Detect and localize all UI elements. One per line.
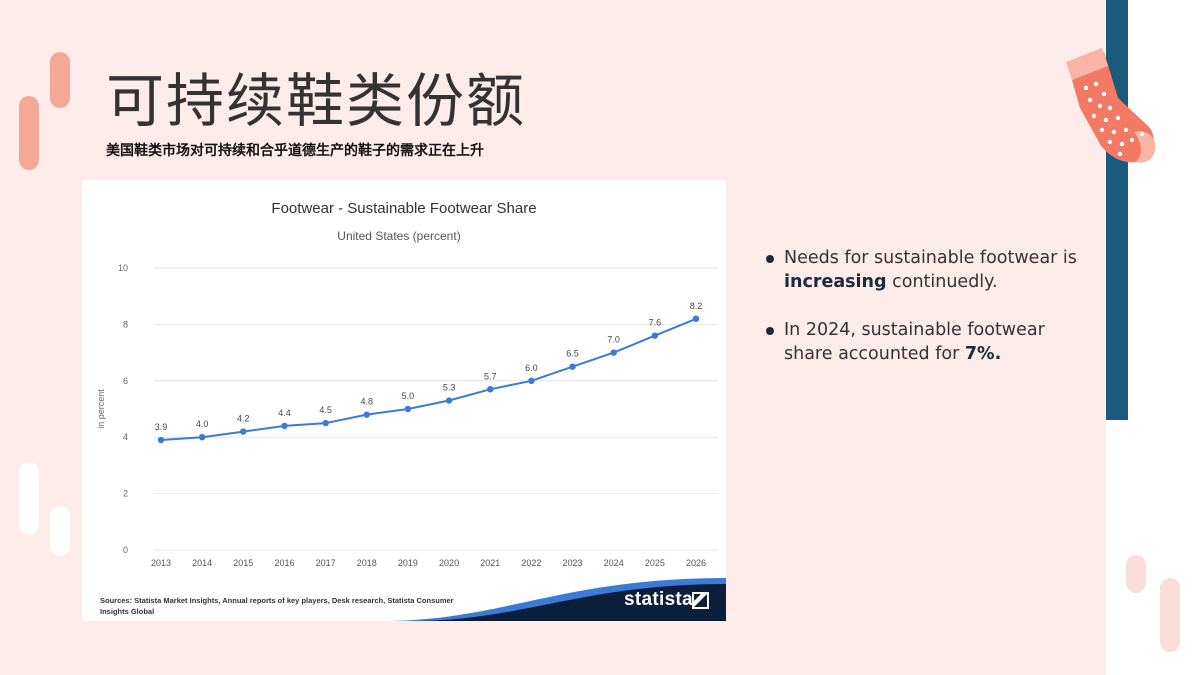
data-point <box>487 386 494 393</box>
bullet-dot <box>766 255 774 263</box>
x-tick-label: 2017 <box>316 558 336 568</box>
chart-subtitle: United States (percent) <box>337 229 461 243</box>
x-tick-label: 2023 <box>563 558 583 568</box>
bullet-text: In 2024, sustainable footwear share acco… <box>784 320 1045 364</box>
data-point <box>445 397 453 404</box>
data-label: 7.6 <box>649 318 662 328</box>
y-axis-label: in percent <box>96 389 106 429</box>
bullet-list: Needs for sustainable footwear is increa… <box>762 246 1092 390</box>
decor-pill <box>50 52 70 108</box>
y-tick-label: 6 <box>123 376 128 386</box>
y-tick-label: 8 <box>123 319 128 329</box>
x-tick-label: 2025 <box>645 558 665 568</box>
bullet-bold: increasing <box>784 272 887 292</box>
data-label: 4.8 <box>361 397 374 407</box>
data-label: 5.3 <box>443 383 456 393</box>
bullet-text: continuedly. <box>886 272 998 292</box>
data-label: 6.0 <box>525 363 538 373</box>
x-tick-label: 2022 <box>521 558 541 568</box>
y-tick-label: 2 <box>123 489 128 499</box>
statista-footer-band <box>412 584 726 621</box>
x-tick-label: 2024 <box>604 558 624 568</box>
chart-gridlines <box>154 267 718 551</box>
y-tick-label: 10 <box>118 263 128 273</box>
x-tick-label: 2020 <box>439 558 459 568</box>
x-tick-label: 2026 <box>686 558 706 568</box>
x-tick-label: 2016 <box>274 558 294 568</box>
chart-card: 0 2 4 6 8 10 in percent 2013 2014 2015 2016 2017 201… <box>82 180 726 621</box>
bullet-item: In 2024, sustainable footwear share acco… <box>762 318 1092 366</box>
data-label: 4.0 <box>196 419 209 429</box>
y-tick-label: 0 <box>123 545 128 555</box>
x-tick-label: 2015 <box>233 558 253 568</box>
data-label: 4.2 <box>237 414 250 424</box>
x-tick-label: 2021 <box>480 558 500 568</box>
slide-title: 可持续鞋类份额 <box>106 67 527 135</box>
data-point <box>157 436 165 444</box>
chart-sources: Sources: Statista Market Insights, Annua… <box>100 596 454 616</box>
data-point <box>528 377 535 384</box>
data-label: 3.9 <box>155 422 168 432</box>
data-label: 8.2 <box>690 301 703 311</box>
chart-y-axis: 0 2 4 6 8 10 <box>118 263 128 555</box>
x-tick-label: 2013 <box>151 558 171 568</box>
data-point <box>651 332 659 339</box>
chart-title: Footwear - Sustainable Footwear Share <box>271 200 537 217</box>
x-tick-label: 2014 <box>192 558 212 568</box>
decor-pill <box>1126 555 1146 593</box>
statista-logo-icon <box>692 592 709 609</box>
decor-pill <box>19 462 39 534</box>
data-label: 4.4 <box>278 408 291 418</box>
x-tick-label: 2018 <box>357 558 377 568</box>
y-tick-label: 4 <box>123 432 128 442</box>
decor-pill <box>19 96 39 170</box>
chart-x-axis: 2013 2014 2015 2016 2017 2018 2019 2020 2021 2022… <box>151 558 706 568</box>
data-point <box>198 434 206 441</box>
data-label: 6.5 <box>566 349 579 359</box>
decor-pill <box>50 506 70 556</box>
data-label: 5.7 <box>484 371 497 381</box>
data-point <box>610 349 617 356</box>
series-points: 3.9 4.0 4.2 4.4 4.5 4.8 5.0 5.3 5.7 6.0 6.5 7.0 7.6 8… <box>155 301 703 444</box>
statista-logo-text: statista <box>624 589 693 610</box>
data-label: 5.0 <box>402 391 415 401</box>
data-point <box>281 422 288 430</box>
data-point <box>692 315 700 322</box>
data-label: 7.0 <box>607 335 620 345</box>
bullet-item: Needs for sustainable footwear is increa… <box>762 246 1092 294</box>
slide-subtitle: 美国鞋类市场对可持续和合乎道德生产的鞋子的需求正在上升 <box>106 143 484 159</box>
x-tick-label: 2019 <box>398 558 418 568</box>
data-point <box>569 363 576 370</box>
decor-pill <box>1160 578 1180 652</box>
sock-illustration <box>1066 48 1156 163</box>
series-line <box>160 317 697 441</box>
bullet-bold: 7%. <box>964 344 1002 364</box>
bullet-text: Needs for sustainable footwear is <box>784 248 1077 268</box>
data-point <box>240 428 247 435</box>
data-label: 4.5 <box>319 405 332 415</box>
data-point <box>322 419 329 427</box>
data-point <box>404 405 412 413</box>
bullet-dot <box>766 327 774 335</box>
data-point <box>363 411 370 418</box>
